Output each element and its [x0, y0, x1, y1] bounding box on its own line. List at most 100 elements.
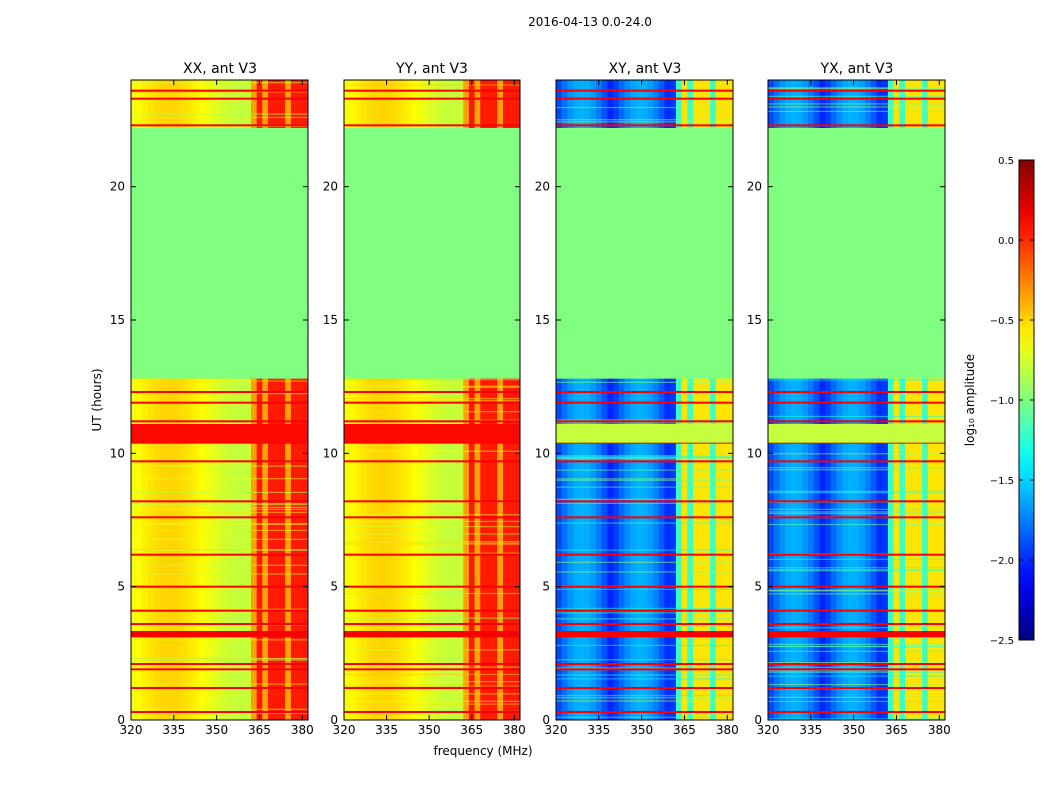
freq-column [222, 80, 229, 720]
freq-column [239, 80, 246, 720]
rfi-line [131, 420, 308, 423]
time-streak [556, 502, 733, 505]
freq-column [653, 80, 660, 720]
rfi-line [768, 609, 945, 612]
time-streak [131, 82, 308, 84]
freq-column [790, 80, 797, 720]
rfi-line [131, 124, 308, 127]
time-streak [344, 386, 520, 388]
freq-column [859, 80, 866, 720]
time-streak [768, 512, 945, 515]
time-streak [131, 503, 308, 506]
freq-column [830, 80, 837, 720]
freq-column [630, 80, 637, 720]
freq-column [870, 80, 877, 720]
freq-column [687, 80, 694, 720]
y-tick-label: 0 [117, 713, 125, 727]
x-tick-label: 380 [291, 723, 314, 737]
freq-column [922, 80, 929, 720]
rfi-line [131, 668, 308, 671]
y-tick-label: 20 [535, 180, 550, 194]
freq-column [624, 80, 631, 720]
rfi-line [131, 500, 308, 503]
colorbar: 0.5 0.0 −0.5 −1.0 −1.5 −2.0 −2.5 log₁₀ amplitu… [963, 156, 1035, 647]
freq-column [715, 80, 722, 720]
rfi-line [556, 401, 733, 404]
x-tick-label: 320 [545, 723, 568, 737]
time-streak [768, 103, 945, 105]
rfi-line [344, 553, 520, 556]
x-tick-label: 335 [799, 723, 822, 737]
time-streak [768, 379, 945, 381]
y-tick-label: 5 [754, 580, 762, 594]
rfi-line [768, 500, 945, 503]
freq-column [819, 80, 826, 720]
time-streak [131, 548, 308, 551]
rfi-line [344, 623, 520, 625]
time-streak [556, 659, 733, 661]
time-streak [556, 119, 733, 121]
time-streak [768, 523, 945, 526]
freq-column [882, 80, 889, 720]
time-streak [131, 549, 308, 551]
freq-column [285, 80, 292, 720]
rfi-line [556, 460, 733, 463]
freq-column [675, 80, 682, 720]
strong-band [768, 424, 945, 443]
freq-column [905, 80, 912, 720]
time-streak [556, 678, 733, 680]
time-streak [556, 667, 733, 669]
time-streak [556, 457, 733, 459]
y-tick-label: 10 [323, 446, 338, 460]
rfi-line [768, 460, 945, 463]
freq-column [721, 80, 728, 720]
rfi-line [131, 401, 308, 404]
time-streak [344, 520, 520, 523]
freq-column [233, 80, 240, 720]
rfi-line [556, 124, 733, 127]
time-streak [556, 561, 733, 563]
time-streak [344, 411, 520, 413]
time-streak [768, 645, 945, 648]
freq-column [290, 80, 297, 720]
freq-column [273, 80, 280, 720]
time-streak [768, 683, 945, 686]
freq-column [933, 80, 940, 720]
freq-column [641, 80, 648, 720]
freq-column [842, 80, 849, 720]
freq-column [773, 80, 780, 720]
time-streak [131, 91, 308, 93]
rfi-line [556, 553, 733, 556]
time-streak [556, 618, 733, 620]
freq-column [865, 80, 872, 720]
rfi-line [344, 124, 520, 127]
rfi-line [556, 609, 733, 612]
y-tick-label: 20 [747, 180, 762, 194]
time-streak [131, 529, 308, 532]
freq-column [899, 80, 906, 720]
time-streak [556, 121, 733, 123]
time-streak [131, 608, 308, 610]
y-tick-label: 5 [117, 580, 125, 594]
freq-column [910, 80, 917, 720]
freq-column [561, 80, 568, 720]
panel-title: YX, ant V3 [820, 61, 894, 77]
time-streak [768, 650, 945, 652]
rfi-line [131, 585, 308, 588]
strong-band [556, 424, 733, 443]
time-streak [768, 671, 945, 673]
time-streak [131, 506, 308, 508]
rfi-line [131, 516, 308, 519]
freq-column [188, 80, 195, 720]
rfi-line [344, 420, 520, 423]
freq-column [136, 80, 143, 720]
time-streak [344, 700, 520, 702]
time-streak [556, 588, 733, 591]
y-tick-label: 20 [110, 180, 125, 194]
rfi-line [768, 97, 945, 100]
time-streak [344, 681, 520, 683]
freq-column [876, 80, 883, 720]
freq-column [578, 80, 585, 720]
rfi-line [131, 687, 308, 689]
time-streak [131, 659, 308, 661]
